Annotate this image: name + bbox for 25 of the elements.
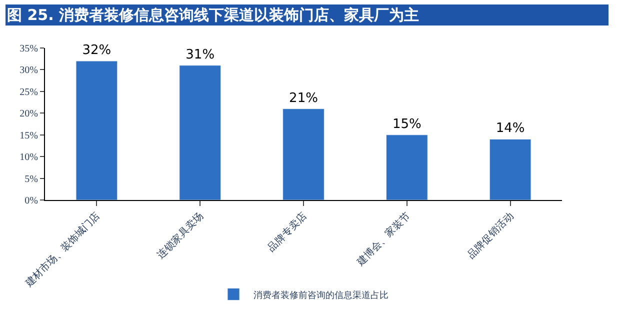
bar [386,134,428,200]
y-tick-label: 0% [24,196,38,206]
y-tick-label: 35% [20,44,38,54]
x-tick-label: 品牌促销活动 [465,210,516,262]
y-tick-label: 10% [20,152,38,164]
x-tick-label: 建博会、家装节 [354,210,413,269]
y-tick-label: 25% [20,86,38,98]
data-label: 14% [496,121,525,136]
data-label: 21% [289,90,318,106]
data-label: 32% [82,43,112,58]
x-tick-label: 连锁家具卖场 [154,210,206,262]
data-label: 31% [186,47,215,62]
x-tick-label: 建材市场、装饰城门店 [22,210,102,290]
data-label: 15% [392,116,422,132]
bar [179,65,222,200]
bar [76,60,118,200]
y-tick-label: 15% [20,130,38,142]
bar [489,138,532,200]
y-tick-label: 30% [20,65,38,76]
chart-title: 图 25. 消费者装修信息咨询线下渠道以装饰门店、家具厂为主 [7,6,420,24]
legend-label: 消费者装修前咨询的信息渠道占比 [254,290,388,301]
y-tick-label: 5% [24,174,38,185]
y-tick-label: 20% [20,108,38,120]
bar [282,108,324,200]
x-tick-label: 品牌专卖店 [265,210,310,254]
